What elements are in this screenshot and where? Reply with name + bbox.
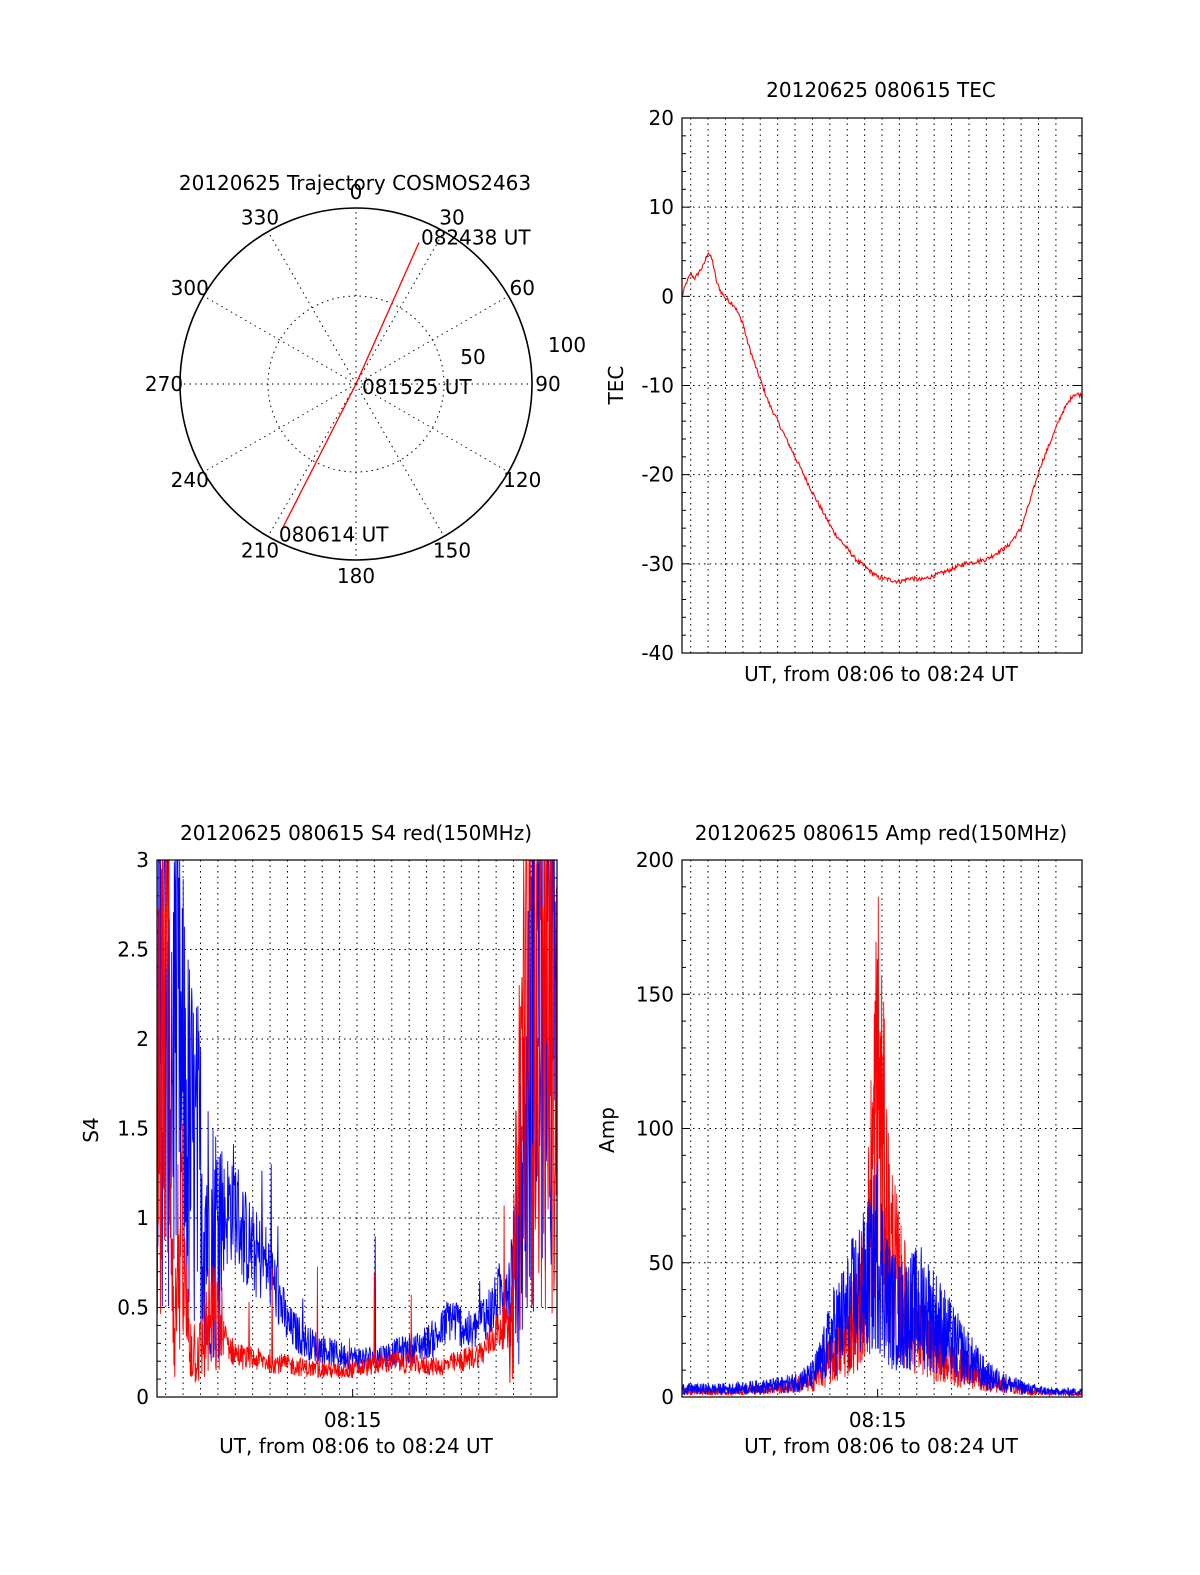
y-tick-label: 1.5	[117, 1117, 149, 1141]
polar-outer-ring	[179, 207, 533, 561]
tec-title: 20120625 080615 TEC	[766, 78, 996, 102]
polar-radius-label: 50	[460, 345, 485, 369]
s4-title: 20120625 080615 S4 red(150MHz)	[180, 821, 532, 845]
tec-ylabel: TEC	[604, 366, 628, 406]
y-tick-label: 100	[636, 1117, 674, 1141]
plot-frame	[681, 859, 1083, 1398]
y-tick-label: 2.5	[117, 938, 149, 962]
polar-radius-label: 100	[548, 333, 586, 357]
polar-title: 20120625 Trajectory COSMOS2463	[179, 171, 531, 195]
y-tick-label: -20	[641, 463, 674, 487]
polar-trajectory-chart: 20120625 Trajectory COSMOS2463 0 30 60 90 12…	[145, 171, 586, 588]
polar-angle-labels: 0 30 60 90 120 150 180 210 240 270 300 330	[145, 180, 561, 588]
tec-chart: 20120625 080615 TEC UT, from 08:06 to 08…	[604, 78, 1083, 686]
polar-angle-label: 90	[535, 372, 560, 396]
polar-angle-label: 150	[433, 538, 471, 562]
x-tick-label: 08:15	[324, 1408, 382, 1432]
polar-angle-label: 60	[510, 276, 535, 300]
amp-chart: 20120625 080615 Amp red(150MHz) UT, from…	[595, 821, 1083, 1458]
tec-xlabel: UT, from 08:06 to 08:24 UT	[744, 662, 1019, 686]
series-line-1	[681, 1163, 1083, 1397]
amp-ylabel: Amp	[595, 1107, 619, 1153]
y-tick-label: 1	[136, 1206, 149, 1230]
y-tick-label: 2	[136, 1027, 149, 1051]
polar-angle-label: 270	[145, 372, 183, 396]
polar-angle-label: 120	[503, 468, 541, 492]
s4-ylabel: S4	[79, 1117, 103, 1142]
polar-angle-label: 330	[241, 206, 279, 230]
polar-spoke	[355, 231, 445, 385]
amp-title: 20120625 080615 Amp red(150MHz)	[695, 821, 1067, 845]
polar-spoke	[203, 295, 357, 385]
y-tick-label: 3	[136, 848, 149, 872]
polar-angle-label: 180	[337, 564, 375, 588]
plot-frame	[681, 117, 1083, 654]
polar-angle-label: 300	[171, 276, 209, 300]
polar-spoke	[203, 383, 357, 473]
trajectory-end-label: 082438 UT	[421, 226, 531, 250]
trajectory-start-label: 080614 UT	[279, 522, 389, 546]
plot-frame	[156, 859, 558, 1398]
y-tick-label: 10	[649, 195, 674, 219]
polar-spoke	[355, 295, 509, 385]
y-tick-label: 0	[136, 1385, 149, 1409]
trajectory-mid-label: 081525 UT	[362, 375, 472, 399]
polar-spoke	[267, 383, 357, 537]
y-tick-label: 50	[649, 1251, 674, 1275]
s4-xlabel: UT, from 08:06 to 08:24 UT	[219, 1434, 494, 1458]
series-line-0	[681, 252, 1083, 585]
polar-angle-label: 210	[241, 538, 279, 562]
y-tick-label: 0	[661, 1385, 674, 1409]
series-line-1	[156, 859, 558, 1384]
y-tick-label: 200	[636, 848, 674, 872]
polar-radius-labels: 50 100	[460, 333, 586, 369]
y-tick-label: 20	[649, 106, 674, 130]
polar-angle-label: 30	[439, 206, 464, 230]
y-tick-label: 150	[636, 982, 674, 1006]
y-tick-label: 0	[661, 284, 674, 308]
polar-angle-label: 240	[171, 468, 209, 492]
polar-angle-label: 0	[350, 180, 363, 204]
y-tick-label: 0.5	[117, 1296, 149, 1320]
y-tick-label: -40	[641, 641, 674, 665]
y-tick-label: -30	[641, 552, 674, 576]
polar-spoke	[267, 231, 357, 385]
polar-spoke	[355, 383, 445, 537]
x-tick-label: 08:15	[849, 1408, 907, 1432]
s4-chart: 20120625 080615 S4 red(150MHz) UT, from …	[79, 821, 558, 1458]
polar-spoke	[355, 383, 509, 473]
polar-trajectory: 080614 UT 081525 UT 082438 UT	[279, 226, 531, 547]
trajectory-line	[280, 242, 420, 532]
polar-grid	[179, 207, 533, 561]
amp-xlabel: UT, from 08:06 to 08:24 UT	[744, 1434, 1019, 1458]
y-tick-label: -10	[641, 374, 674, 398]
